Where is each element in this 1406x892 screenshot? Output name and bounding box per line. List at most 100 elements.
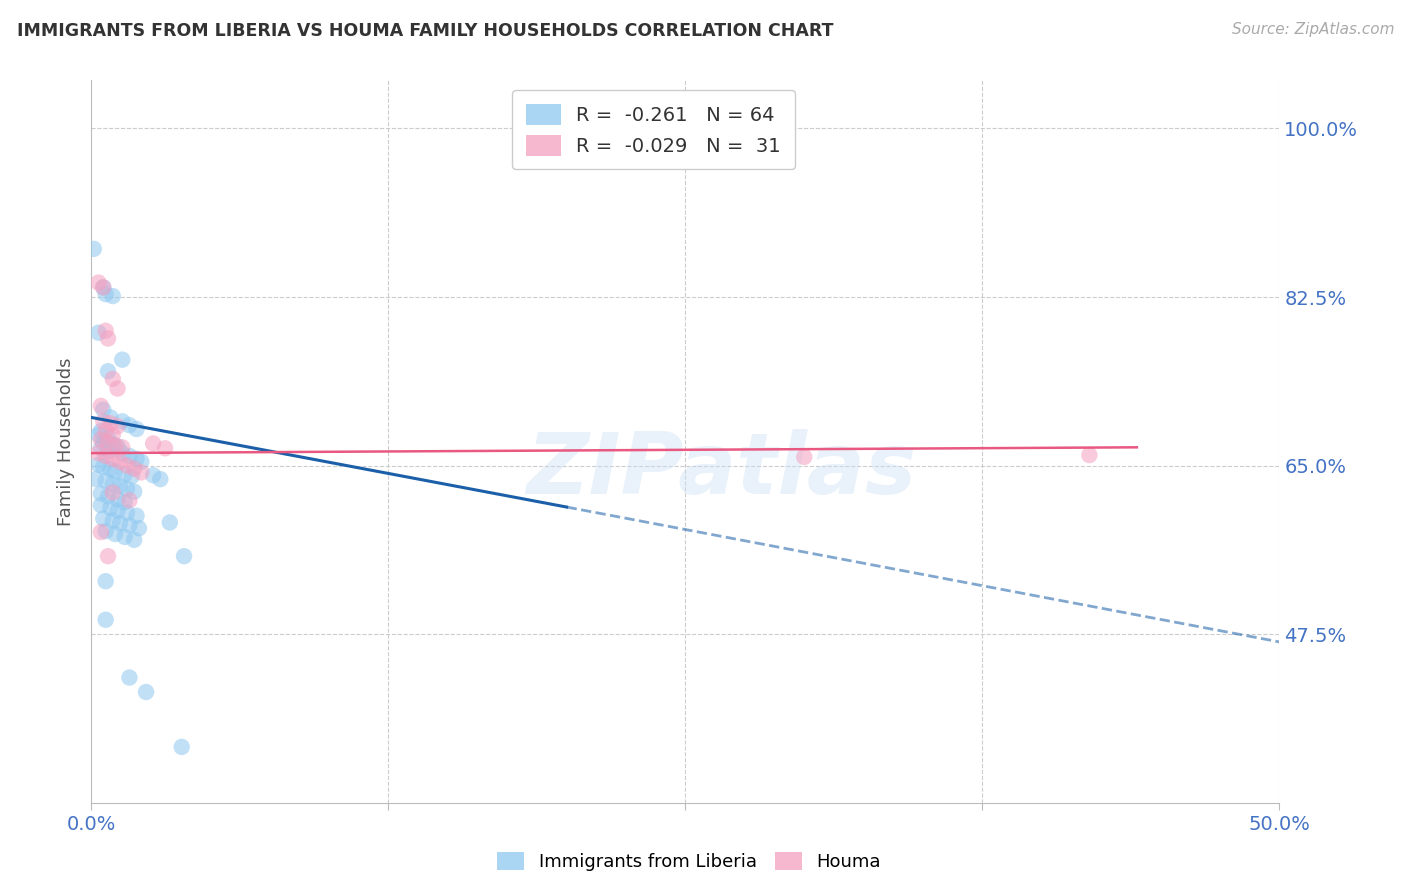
Point	[90, 498, 112, 512]
Point	[100, 462, 122, 476]
Point	[108, 479, 131, 493]
Point	[104, 527, 127, 541]
Point	[142, 436, 165, 450]
Point	[111, 446, 134, 460]
Point	[97, 549, 120, 564]
Point	[122, 533, 145, 547]
Point	[91, 402, 114, 417]
Text: IMMIGRANTS FROM LIBERIA VS HOUMA FAMILY HOUSEHOLDS CORRELATION CHART: IMMIGRANTS FROM LIBERIA VS HOUMA FAMILY …	[17, 22, 834, 40]
Point	[87, 276, 110, 290]
Point	[129, 466, 152, 480]
Point	[108, 516, 131, 531]
Point	[90, 399, 112, 413]
Point	[142, 468, 165, 483]
Point	[91, 414, 114, 428]
Text: ZIPatlas: ZIPatlas	[526, 429, 917, 512]
Point	[173, 549, 195, 564]
Point	[135, 685, 157, 699]
Point	[153, 442, 176, 456]
Point	[97, 364, 120, 378]
Point	[111, 414, 134, 428]
Point	[114, 467, 136, 482]
Point	[101, 451, 124, 466]
Point	[100, 416, 122, 430]
Point	[94, 434, 117, 448]
Point	[118, 493, 141, 508]
Point	[94, 287, 117, 301]
Point	[101, 437, 124, 451]
Point	[91, 435, 114, 450]
Point	[90, 486, 112, 500]
Point	[97, 331, 120, 345]
Point	[100, 501, 122, 516]
Point	[122, 461, 145, 475]
Point	[111, 352, 134, 367]
Point	[108, 455, 131, 469]
Point	[91, 280, 114, 294]
Point	[90, 442, 112, 456]
Legend: Immigrants from Liberia, Houma: Immigrants from Liberia, Houma	[489, 845, 889, 879]
Point	[118, 449, 141, 463]
Point	[129, 455, 152, 469]
Point	[87, 446, 110, 460]
Point	[101, 485, 124, 500]
Point	[125, 508, 148, 523]
Y-axis label: Family Households: Family Households	[58, 358, 76, 525]
Point	[97, 490, 120, 504]
Point	[101, 372, 124, 386]
Point	[118, 671, 141, 685]
Point	[91, 511, 114, 525]
Point	[104, 464, 127, 478]
Point	[97, 444, 120, 458]
Point	[107, 492, 129, 507]
Point	[94, 424, 117, 438]
Point	[87, 326, 110, 340]
Point	[84, 472, 107, 486]
Point	[101, 427, 124, 442]
Point	[159, 516, 181, 530]
Text: Source: ZipAtlas.com: Source: ZipAtlas.com	[1232, 22, 1395, 37]
Point	[114, 530, 136, 544]
Point	[101, 477, 124, 491]
Point	[104, 438, 127, 452]
Point	[107, 419, 129, 434]
Point	[107, 439, 129, 453]
Point	[114, 495, 136, 509]
Point	[91, 280, 114, 294]
Point	[94, 574, 117, 589]
Point	[115, 482, 138, 496]
Point	[90, 525, 112, 540]
Point	[793, 450, 815, 464]
Point	[97, 435, 120, 450]
Point	[125, 422, 148, 436]
Point	[118, 418, 141, 433]
Point	[115, 506, 138, 520]
Point	[94, 613, 117, 627]
Point	[100, 410, 122, 425]
Point	[87, 427, 110, 442]
Point	[94, 474, 117, 488]
Legend: R =  -0.261   N = 64, R =  -0.029   N =  31: R = -0.261 N = 64, R = -0.029 N = 31	[512, 90, 794, 169]
Point	[87, 458, 110, 472]
Point	[149, 472, 172, 486]
Point	[94, 524, 117, 538]
Point	[107, 382, 129, 396]
Point	[125, 451, 148, 466]
Point	[118, 518, 141, 533]
Point	[121, 469, 143, 483]
Point	[111, 440, 134, 454]
Point	[1078, 448, 1101, 462]
Point	[107, 504, 129, 518]
Point	[94, 324, 117, 338]
Point	[94, 449, 117, 463]
Point	[83, 242, 105, 256]
Point	[101, 514, 124, 528]
Point	[128, 521, 150, 535]
Point	[90, 433, 112, 447]
Point	[90, 424, 112, 438]
Point	[115, 458, 138, 473]
Point	[97, 431, 120, 445]
Point	[122, 484, 145, 499]
Point	[170, 739, 193, 754]
Point	[91, 459, 114, 474]
